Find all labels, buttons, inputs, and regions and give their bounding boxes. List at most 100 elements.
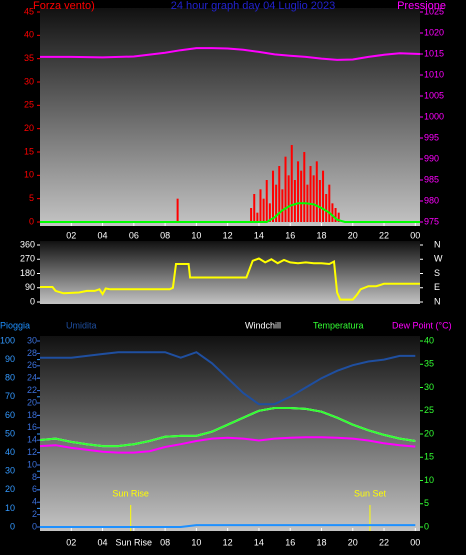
y2-tick-label: 1010: [424, 69, 444, 79]
bar: [281, 189, 284, 222]
y2-tick-label: 1000: [424, 111, 444, 121]
legend-label: Dew Point (°C): [392, 320, 452, 330]
x-tick-label: 10: [191, 537, 201, 547]
y-tick-label: 20: [24, 123, 34, 133]
x-tick-label: Sun Rise: [116, 537, 153, 547]
y2-tick-label: W: [434, 254, 443, 264]
y-tick-label: 10: [5, 503, 15, 513]
x-tick-label: 02: [66, 537, 76, 547]
bar: [300, 170, 303, 222]
bar: [250, 208, 253, 222]
y2-tick-label: 8: [32, 472, 37, 482]
x-tick-label: 20: [348, 230, 358, 240]
bar: [322, 170, 325, 222]
y-tick-label: 30: [24, 76, 34, 86]
y-tick-label: 0: [29, 216, 34, 226]
bar: [328, 184, 331, 222]
y3-tick-label: 20: [424, 428, 434, 438]
y2-tick-label: 26: [27, 360, 37, 370]
y-tick-label: 50: [5, 428, 15, 438]
x-tick-label: 18: [316, 230, 326, 240]
annotation: Sun Rise: [112, 488, 149, 498]
y3-tick-label: 25: [424, 405, 434, 415]
y-tick-label: 90: [25, 282, 35, 292]
y-tick-label: 10: [24, 170, 34, 180]
y-tick-label: 40: [24, 30, 34, 40]
x-tick-label: 22: [379, 537, 389, 547]
y3-tick-label: 30: [424, 382, 434, 392]
bar: [176, 198, 179, 222]
y3-tick-label: 40: [424, 335, 434, 345]
y2-tick-label: 10: [27, 459, 37, 469]
x-tick-label: 04: [98, 537, 108, 547]
bar: [303, 152, 306, 222]
y2-tick-label: 20: [27, 397, 37, 407]
y-tick-label: 0: [10, 521, 15, 531]
y-tick-label: 270: [20, 254, 35, 264]
y2-tick-label: 12: [27, 447, 37, 457]
y-axis-label: Forza vento): [33, 0, 95, 12]
x-tick-label: 12: [223, 537, 233, 547]
panel-bg: [40, 8, 420, 226]
y2-tick-label: 985: [424, 174, 439, 184]
bar: [278, 166, 281, 222]
panel-bg: [40, 241, 420, 304]
y-tick-label: 25: [24, 100, 34, 110]
y-tick-label: 360: [20, 239, 35, 249]
y-tick-label: 40: [5, 447, 15, 457]
y2-tick-label: 4: [32, 497, 37, 507]
chart-title: 24 hour graph day 04 Luglio 2023: [171, 0, 336, 12]
annotation: Sun Set: [354, 488, 387, 498]
bar: [312, 175, 315, 222]
bar: [334, 208, 337, 222]
bar: [272, 170, 275, 222]
y2-tick-label: 22: [27, 385, 37, 395]
y2-tick-label: 24: [27, 373, 37, 383]
y3-tick-label: 10: [424, 475, 434, 485]
y2-tick-label: 2: [32, 509, 37, 519]
x-tick-label: 10: [191, 230, 201, 240]
bar: [290, 145, 293, 222]
x-tick-label: 04: [98, 230, 108, 240]
bar: [253, 194, 256, 222]
bar: [268, 203, 271, 222]
y2-tick-label: E: [434, 282, 440, 292]
y2-tick-label: 6: [32, 484, 37, 494]
x-tick-label: 08: [160, 230, 170, 240]
bar: [256, 212, 259, 222]
x-tick-label: 12: [223, 230, 233, 240]
x-tick-label: 00: [410, 230, 420, 240]
x-tick-label: 18: [316, 537, 326, 547]
legend-label: Umidita: [66, 320, 97, 330]
bar: [287, 175, 290, 222]
y2-tick-label: 1005: [424, 90, 444, 100]
y2-tick-label: 975: [424, 216, 439, 226]
x-tick-label: 16: [285, 537, 295, 547]
y3-tick-label: 5: [424, 498, 429, 508]
y-tick-label: 180: [20, 268, 35, 278]
bar: [331, 203, 334, 222]
x-tick-label: 06: [129, 230, 139, 240]
y2-tick-label: N: [434, 296, 441, 306]
y-tick-label: 20: [5, 484, 15, 494]
y2-tick-label: N: [434, 239, 441, 249]
x-tick-label: 00: [410, 537, 420, 547]
bar: [284, 156, 287, 222]
y3-tick-label: 35: [424, 359, 434, 369]
y2-tick-label: 980: [424, 195, 439, 205]
line: [39, 436, 416, 454]
x-tick-label: 20: [348, 537, 358, 547]
y-tick-label: 45: [24, 6, 34, 16]
x-tick-label: 14: [254, 230, 264, 240]
y2-tick-label: 995: [424, 132, 439, 142]
line: [40, 524, 416, 528]
legend-label: Windchill: [245, 320, 281, 330]
x-tick-label: 08: [160, 537, 170, 547]
x-tick-label: 22: [379, 230, 389, 240]
line: [40, 257, 420, 301]
y2-tick-label: 28: [27, 348, 37, 358]
bar: [337, 212, 340, 222]
bar: [265, 180, 268, 222]
bar: [275, 184, 278, 222]
